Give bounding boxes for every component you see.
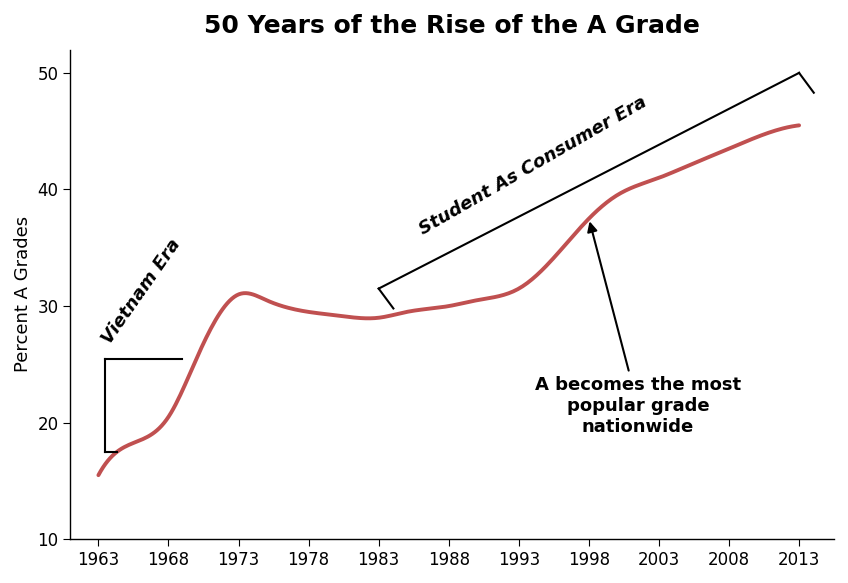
Title: 50 Years of the Rise of the A Grade: 50 Years of the Rise of the A Grade xyxy=(204,14,700,38)
Text: Student As Consumer Era: Student As Consumer Era xyxy=(416,93,650,239)
Text: Vietnam Era: Vietnam Era xyxy=(98,235,184,347)
Text: A becomes the most
popular grade
nationwide: A becomes the most popular grade nationw… xyxy=(535,223,741,436)
Y-axis label: Percent A Grades: Percent A Grades xyxy=(14,216,32,373)
